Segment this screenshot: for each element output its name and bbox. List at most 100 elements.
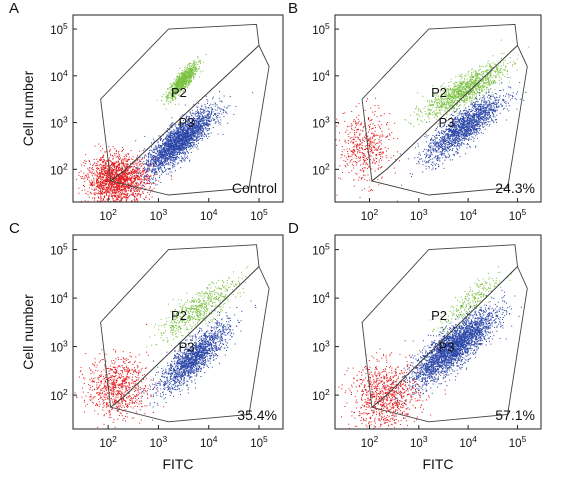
- point: [145, 163, 147, 165]
- point: [103, 159, 105, 161]
- point: [176, 132, 178, 134]
- point: [186, 115, 187, 117]
- point: [162, 155, 164, 157]
- point: [182, 129, 183, 131]
- point: [197, 114, 199, 116]
- point: [152, 166, 154, 168]
- point: [171, 160, 173, 162]
- point: [167, 153, 169, 155]
- point: [187, 75, 189, 76]
- point: [86, 174, 87, 176]
- point: [121, 179, 123, 181]
- point: [125, 171, 126, 173]
- point: [162, 157, 164, 159]
- point: [103, 173, 105, 175]
- point: [154, 146, 156, 148]
- point: [112, 157, 114, 159]
- point: [98, 192, 99, 194]
- point: [192, 75, 194, 77]
- point: [171, 130, 173, 132]
- point: [183, 81, 185, 82]
- point: [165, 163, 167, 165]
- point: [123, 190, 125, 192]
- point: [172, 157, 174, 159]
- point: [169, 169, 171, 171]
- point: [171, 93, 173, 95]
- point: [194, 132, 196, 134]
- point: [96, 170, 98, 172]
- point: [204, 134, 206, 136]
- point: [192, 71, 194, 73]
- point: [141, 206, 142, 207]
- point: [185, 74, 187, 76]
- point: [127, 174, 129, 175]
- point: [184, 86, 186, 88]
- point: [182, 82, 184, 84]
- point: [195, 74, 197, 75]
- point: [160, 167, 162, 169]
- point: [174, 90, 176, 92]
- point: [176, 134, 178, 135]
- point: [121, 194, 123, 195]
- point: [177, 131, 179, 133]
- point: [196, 61, 197, 63]
- point: [124, 179, 126, 181]
- point: [187, 118, 189, 120]
- point: [113, 192, 115, 194]
- point: [156, 146, 158, 148]
- point: [149, 165, 151, 167]
- point: [178, 103, 180, 105]
- point: [143, 170, 145, 172]
- point: [206, 117, 207, 118]
- point: [167, 146, 168, 148]
- point: [169, 146, 171, 148]
- point: [159, 154, 161, 156]
- point: [113, 171, 115, 173]
- point: [123, 203, 124, 204]
- point: [127, 180, 129, 181]
- point: [183, 80, 185, 82]
- point: [100, 167, 102, 169]
- point: [206, 125, 208, 127]
- point: [184, 70, 186, 72]
- point: [160, 182, 162, 183]
- point: [139, 172, 141, 174]
- point: [110, 154, 112, 156]
- point: [156, 149, 158, 151]
- point: [96, 164, 98, 166]
- point: [147, 165, 149, 167]
- point: [112, 163, 114, 165]
- point: [166, 144, 168, 146]
- point: [101, 169, 103, 171]
- point: [91, 168, 93, 170]
- point: [118, 193, 120, 195]
- point: [170, 134, 172, 136]
- point: [160, 137, 161, 139]
- point: [199, 130, 201, 132]
- point: [95, 177, 97, 179]
- point: [172, 166, 174, 168]
- point: [118, 195, 120, 197]
- point: [201, 128, 203, 130]
- point: [121, 198, 123, 200]
- point: [151, 142, 152, 144]
- point: [167, 139, 168, 141]
- point: [113, 194, 115, 196]
- point: [180, 145, 182, 147]
- point: [118, 186, 120, 188]
- point: [175, 138, 177, 140]
- point: [109, 182, 110, 184]
- point: [101, 197, 103, 199]
- point: [202, 117, 203, 119]
- point: [143, 161, 145, 163]
- point: [165, 152, 167, 154]
- point: [158, 163, 160, 165]
- point: [174, 92, 176, 94]
- point: [134, 177, 136, 179]
- point: [181, 152, 183, 154]
- point: [125, 193, 127, 195]
- point: [164, 155, 166, 157]
- point: [197, 124, 199, 126]
- point: [190, 67, 191, 69]
- point: [205, 116, 207, 118]
